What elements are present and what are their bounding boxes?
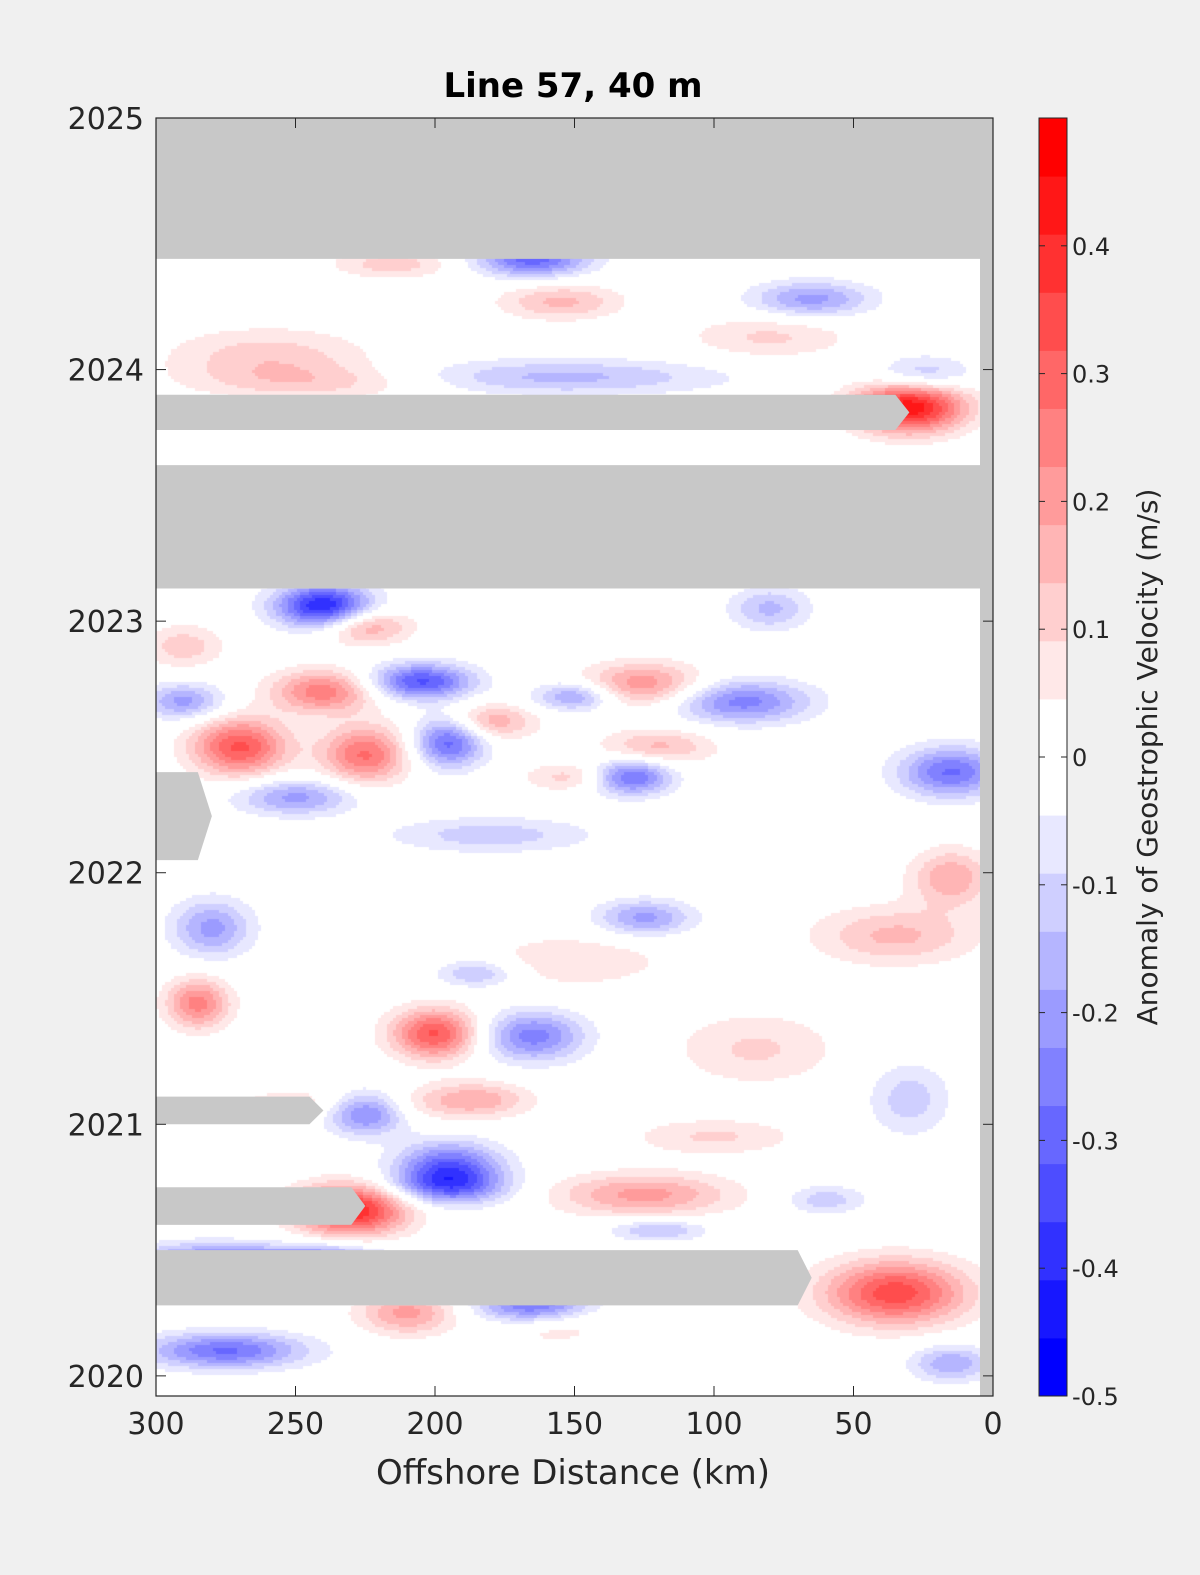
- colorbar-tick-label: -0.2: [1072, 1000, 1119, 1028]
- colorbar-segment: [1039, 931, 1067, 990]
- anomaly-heatmap: [156, 118, 993, 1396]
- colorbar-segment: [1039, 582, 1067, 642]
- colorbar-segment: [1039, 640, 1067, 700]
- x-tick-label: 250: [267, 1407, 324, 1442]
- plot-area: [156, 118, 993, 1396]
- colorbar-segment: [1039, 873, 1067, 932]
- chart-title: Line 57, 40 m: [443, 66, 702, 106]
- colorbar-tick-label: -0.1: [1072, 872, 1119, 900]
- colorbar-segment: [1039, 989, 1067, 1048]
- y-axis: 2025 2024 2023 2022 2021 2020: [68, 102, 993, 1395]
- missing-band-0: [156, 118, 993, 259]
- x-tick-label: 100: [685, 1407, 742, 1442]
- missing-data-bands: [156, 118, 993, 1306]
- colorbar-segment: [1039, 408, 1067, 468]
- colorbar-segment: [1039, 698, 1067, 758]
- colorbar-tick-label: 0.4: [1072, 233, 1110, 261]
- colorbar-tick-label: -0.5: [1072, 1383, 1119, 1411]
- y-tick-label: 2021: [68, 1108, 144, 1143]
- colorbar-tick-label: -0.3: [1072, 1127, 1119, 1155]
- missing-band-5: [156, 1096, 324, 1125]
- missing-band-3: [156, 1250, 812, 1306]
- colorbar-segment: [1039, 234, 1067, 293]
- x-tick-label: 200: [406, 1407, 463, 1442]
- colorbar-segment: [1039, 1279, 1067, 1339]
- missing-band-2: [156, 394, 910, 430]
- colorbar-segment: [1039, 1047, 1067, 1107]
- x-axis: 300 250 200 150 100 50 0: [127, 118, 1003, 1442]
- colorbar-tick-label: 0.3: [1072, 361, 1110, 389]
- colorbar: 0.4 0.3 0.2 0.1 0 -0.1 -0.2 -0.3 -0.4 -0.5: [1038, 117, 1119, 1411]
- y-tick-label: 2023: [68, 605, 144, 640]
- colorbar-segment: [1039, 1221, 1067, 1281]
- x-axis-label: Offshore Distance (km): [376, 1453, 770, 1493]
- colorbar-segment: [1039, 292, 1067, 351]
- colorbar-segment: [1039, 1105, 1067, 1165]
- coastline-mask: [980, 118, 993, 1396]
- colorbar-segment: [1039, 118, 1067, 177]
- missing-band-4: [156, 1187, 366, 1225]
- colorbar-tick-label: -0.4: [1072, 1255, 1119, 1283]
- missing-band-1: [156, 465, 993, 589]
- colorbar-segment: [1039, 757, 1067, 816]
- colorbar-segment: [1039, 1337, 1067, 1397]
- x-tick-label: 300: [127, 1407, 184, 1442]
- y-tick-label: 2020: [68, 1360, 144, 1395]
- missing-band-6: [156, 772, 212, 861]
- x-tick-label: 0: [983, 1407, 1002, 1442]
- colorbar-segment: [1039, 466, 1067, 526]
- x-tick-label: 150: [546, 1407, 603, 1442]
- colorbar-segment: [1039, 176, 1067, 235]
- colorbar-tick-label: 0.2: [1072, 488, 1110, 516]
- y-tick-label: 2025: [68, 102, 144, 137]
- x-tick-label: 50: [834, 1407, 872, 1442]
- colorbar-segment: [1039, 524, 1067, 584]
- y-tick-label: 2022: [68, 857, 144, 892]
- colorbar-segment: [1039, 350, 1067, 409]
- colorbar-tick-label: 0: [1072, 744, 1087, 772]
- colorbar-label: Anomaly of Geostrophic Velocity (m/s): [1131, 489, 1164, 1026]
- colorbar-segment: [1039, 1163, 1067, 1223]
- y-tick-label: 2024: [68, 354, 144, 389]
- colorbar-segment: [1039, 815, 1067, 874]
- colorbar-tick-label: 0.1: [1072, 616, 1110, 644]
